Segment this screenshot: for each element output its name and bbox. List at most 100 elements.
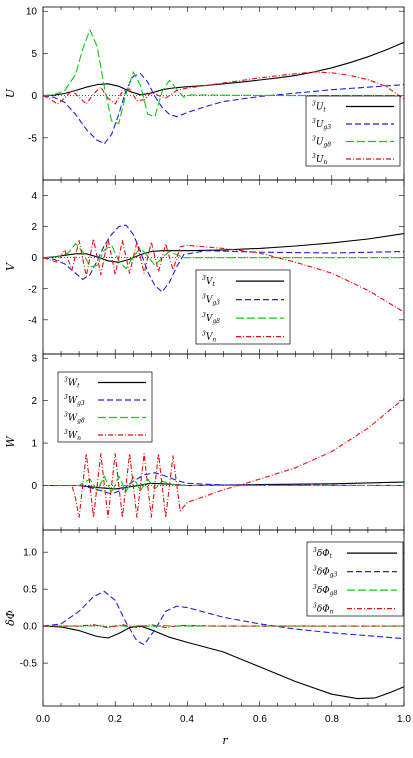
- legend-label-sub: t: [323, 107, 326, 114]
- legend-label-base: δΦ: [317, 586, 330, 596]
- legend-label-base: V: [206, 296, 214, 306]
- plot-frame: [42, 529, 405, 707]
- x-axis-group: 0.0 0.2 0.4 0.6 0.8 1.0 r: [36, 714, 411, 747]
- legend-label: 3Vn: [202, 331, 216, 344]
- series-line: [42, 625, 405, 700]
- y-tick-label: -5: [28, 133, 37, 144]
- legend-label-base: U: [316, 155, 324, 165]
- y-tick-label: 0: [31, 253, 37, 264]
- y-tick-label: 4: [31, 191, 37, 202]
- y-axis-title: W: [4, 435, 17, 448]
- legend-label-base: V: [206, 314, 214, 324]
- legend-box: [305, 95, 401, 167]
- legend-label-base: δΦ: [317, 568, 330, 578]
- y-tick-label: -2: [28, 284, 37, 295]
- series-line: [43, 481, 405, 490]
- series-line: [42, 73, 405, 145]
- legend-label-sup: 3: [312, 153, 316, 160]
- legend-label-base: U: [316, 120, 324, 130]
- legend-label-sub: n: [330, 609, 334, 616]
- legend-label-sub: t: [330, 553, 333, 560]
- legend-label-sub: g3: [212, 300, 220, 307]
- y-tick-label: 10: [26, 7, 38, 18]
- legend-label-sup: 3: [312, 101, 316, 108]
- legend-label-base: W: [68, 396, 78, 406]
- x-tick-label: 1.0: [397, 714, 411, 725]
- legend-label: 3Vt: [202, 275, 215, 288]
- legend-label-sub: t: [212, 281, 215, 288]
- series-line: [43, 624, 404, 629]
- legend-label: 3δΦg8: [313, 584, 337, 597]
- legend-label-base: V: [206, 277, 214, 287]
- legend-label-base: W: [68, 379, 78, 389]
- y-tick-label: 1.0: [23, 548, 37, 559]
- legend-label-base: U: [316, 103, 324, 113]
- legend-label-sup: 3: [202, 275, 206, 282]
- legend-label-sub: g3: [323, 124, 331, 131]
- legend-label: 3δΦt: [313, 547, 333, 560]
- y-tick-label: 0.5: [23, 585, 37, 596]
- legend-label-sup: 3: [313, 566, 317, 573]
- y-tick-label: 0: [31, 91, 37, 102]
- legend-label: 3Wt: [64, 377, 80, 390]
- legend-label-base: W: [68, 414, 78, 424]
- legend-label-sub: g8: [330, 590, 338, 597]
- x-tick-label: 0.2: [108, 714, 122, 725]
- x-tick-label: 0.0: [36, 714, 50, 725]
- legend-box: [57, 371, 153, 443]
- legend-label-sub: g8: [212, 318, 220, 325]
- legend-label-base: δΦ: [317, 549, 330, 559]
- panels-group: 1050-5U3Ut3Ug33Ug83Un420-2-4V3Vt3Vg33Vg8…: [4, 6, 405, 707]
- legend-label-sup: 3: [202, 312, 206, 319]
- legend-label-sup: 3: [313, 547, 317, 554]
- legend-label-sub: g3: [330, 572, 338, 579]
- legend-label: 3Ut: [312, 101, 326, 114]
- legend-label: 3Wg8: [64, 412, 85, 425]
- legend-label-sup: 3: [64, 377, 68, 384]
- legend-label-sup: 3: [202, 294, 206, 301]
- legend-label: 3δΦg3: [313, 566, 337, 579]
- legend-label-sup: 3: [312, 118, 316, 125]
- legend-label-sub: n: [323, 159, 327, 166]
- legend-label-sup: 3: [64, 394, 68, 401]
- series-line: [42, 41, 405, 97]
- legend-label-base: δΦ: [317, 605, 330, 615]
- y-tick-label: 1: [31, 439, 37, 450]
- legend-label-sup: 3: [312, 136, 316, 143]
- y-axis-title: δΦ: [4, 610, 17, 626]
- legend-label-base: U: [316, 138, 324, 148]
- y-axis-title: V: [4, 262, 17, 271]
- y-tick-label: -0.5: [20, 659, 38, 670]
- y-tick-label: 0.0: [23, 622, 37, 633]
- legend-label-base: V: [206, 333, 214, 343]
- y-tick-label: 2: [31, 222, 37, 233]
- legend-label-sup: 3: [313, 603, 317, 610]
- legend-label: 3Ug3: [312, 118, 331, 131]
- x-tick-label: 0.4: [180, 714, 194, 725]
- y-tick-label: 5: [31, 49, 37, 60]
- x-axis-title: r: [222, 734, 228, 747]
- legend-label-sub: n: [212, 337, 216, 344]
- legend-label: 3Wn: [64, 429, 81, 442]
- legend-box: [195, 269, 291, 345]
- y-tick-label: 2: [31, 396, 37, 407]
- legend-label: 3Vg3: [202, 294, 220, 307]
- x-tick-label: 0.6: [253, 714, 267, 725]
- x-tick-label: 0.8: [325, 714, 339, 725]
- legend-label-sup: 3: [64, 429, 68, 436]
- series-line: [42, 243, 404, 270]
- legend-label-sub: t: [77, 383, 80, 390]
- legend-label-base: W: [68, 431, 78, 441]
- series-line: [43, 475, 404, 494]
- legend-label: 3Un: [312, 153, 327, 166]
- series-line: [42, 71, 405, 105]
- series-line: [43, 398, 405, 518]
